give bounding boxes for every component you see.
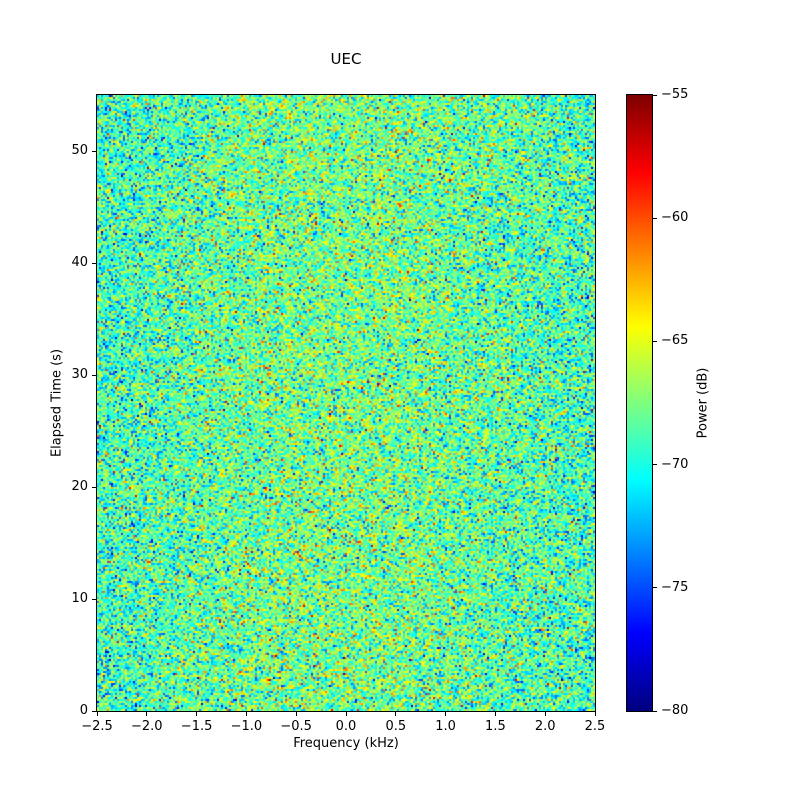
x-tick-mark — [345, 712, 347, 716]
x-tick-label: 2.0 — [534, 719, 556, 734]
x-tick-label: −1.5 — [180, 719, 213, 734]
y-tick-label: 30 — [71, 367, 88, 382]
colorbar-tick-label: −70 — [661, 456, 689, 472]
y-tick-mark — [92, 150, 96, 152]
y-tick-mark — [92, 710, 96, 712]
colorbar-tick-mark — [653, 710, 657, 712]
y-tick-label: 10 — [71, 591, 88, 606]
x-tick-mark — [196, 712, 198, 716]
x-tick-label: 1.5 — [485, 719, 506, 734]
colorbar-tick-label: −80 — [661, 703, 689, 718]
x-tick-mark — [544, 712, 546, 716]
y-tick-label: 0 — [79, 703, 88, 718]
x-tick-mark — [146, 712, 148, 716]
x-tick-label: −2.0 — [131, 719, 163, 734]
x-tick-mark — [594, 712, 596, 716]
colorbar-tick-label: −60 — [661, 210, 689, 226]
colorbar-tick-mark — [653, 340, 657, 342]
x-tick-label: 0.5 — [385, 719, 407, 734]
colorbar-canvas — [627, 95, 652, 711]
colorbar-tick-label: −65 — [661, 333, 689, 349]
colorbar-label: Power (dB) — [695, 367, 711, 439]
y-tick-label: 40 — [71, 255, 88, 270]
x-tick-mark — [494, 712, 496, 716]
spectrogram-canvas — [97, 95, 595, 711]
colorbar-tick-mark — [653, 217, 657, 219]
y-tick-label: 20 — [71, 479, 88, 494]
x-tick-mark — [395, 712, 397, 716]
x-tick-label: 0.0 — [335, 719, 357, 734]
y-tick-label: 50 — [71, 143, 88, 158]
x-tick-label: 2.5 — [584, 719, 606, 734]
colorbar-tick-label: −75 — [661, 579, 689, 595]
y-tick-mark — [92, 374, 96, 376]
y-tick-mark — [92, 598, 96, 600]
colorbar-tick-mark — [653, 464, 657, 466]
y-axis-label: Elapsed Time (s) — [49, 348, 65, 458]
x-tick-label: 1.0 — [435, 719, 456, 734]
x-tick-mark — [445, 712, 447, 716]
chart-title: UEC — [330, 50, 362, 68]
colorbar-tick-mark — [653, 587, 657, 589]
x-tick-label: −2.5 — [81, 719, 113, 734]
x-tick-label: −1.0 — [230, 719, 263, 734]
x-tick-label: −0.5 — [280, 719, 312, 734]
plot-area — [96, 94, 596, 712]
y-tick-mark — [92, 262, 96, 264]
x-tick-mark — [295, 712, 297, 716]
x-axis-label: Frequency (kHz) — [293, 736, 399, 751]
colorbar — [626, 94, 653, 712]
colorbar-tick-label: −55 — [661, 87, 689, 102]
x-tick-mark — [96, 712, 98, 716]
x-tick-mark — [245, 712, 247, 716]
colorbar-tick-mark — [653, 94, 657, 96]
y-tick-mark — [92, 486, 96, 488]
